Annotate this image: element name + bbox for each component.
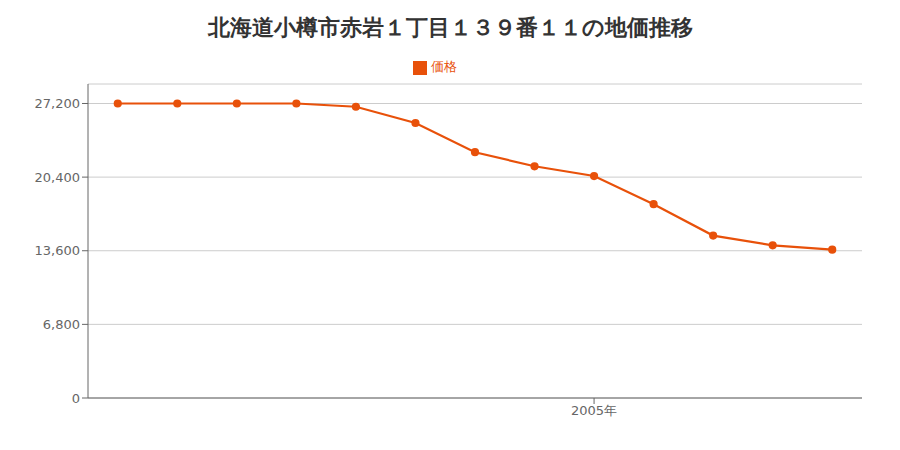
- svg-text:13,600: 13,600: [35, 243, 81, 258]
- svg-text:2005年: 2005年: [571, 403, 617, 418]
- html-text:価格: 価格: [431, 59, 457, 74]
- svg-text:20,400: 20,400: [35, 170, 81, 185]
- svg-text:0: 0: [72, 391, 80, 406]
- html-text:北海道小樽市赤岩１丁目１３９番１１の地価推移: 北海道小樽市赤岩１丁目１３９番１１の地価推移: [207, 15, 693, 40]
- svg-text:27,200: 27,200: [35, 96, 81, 111]
- svg-text:6,800: 6,800: [43, 317, 80, 332]
